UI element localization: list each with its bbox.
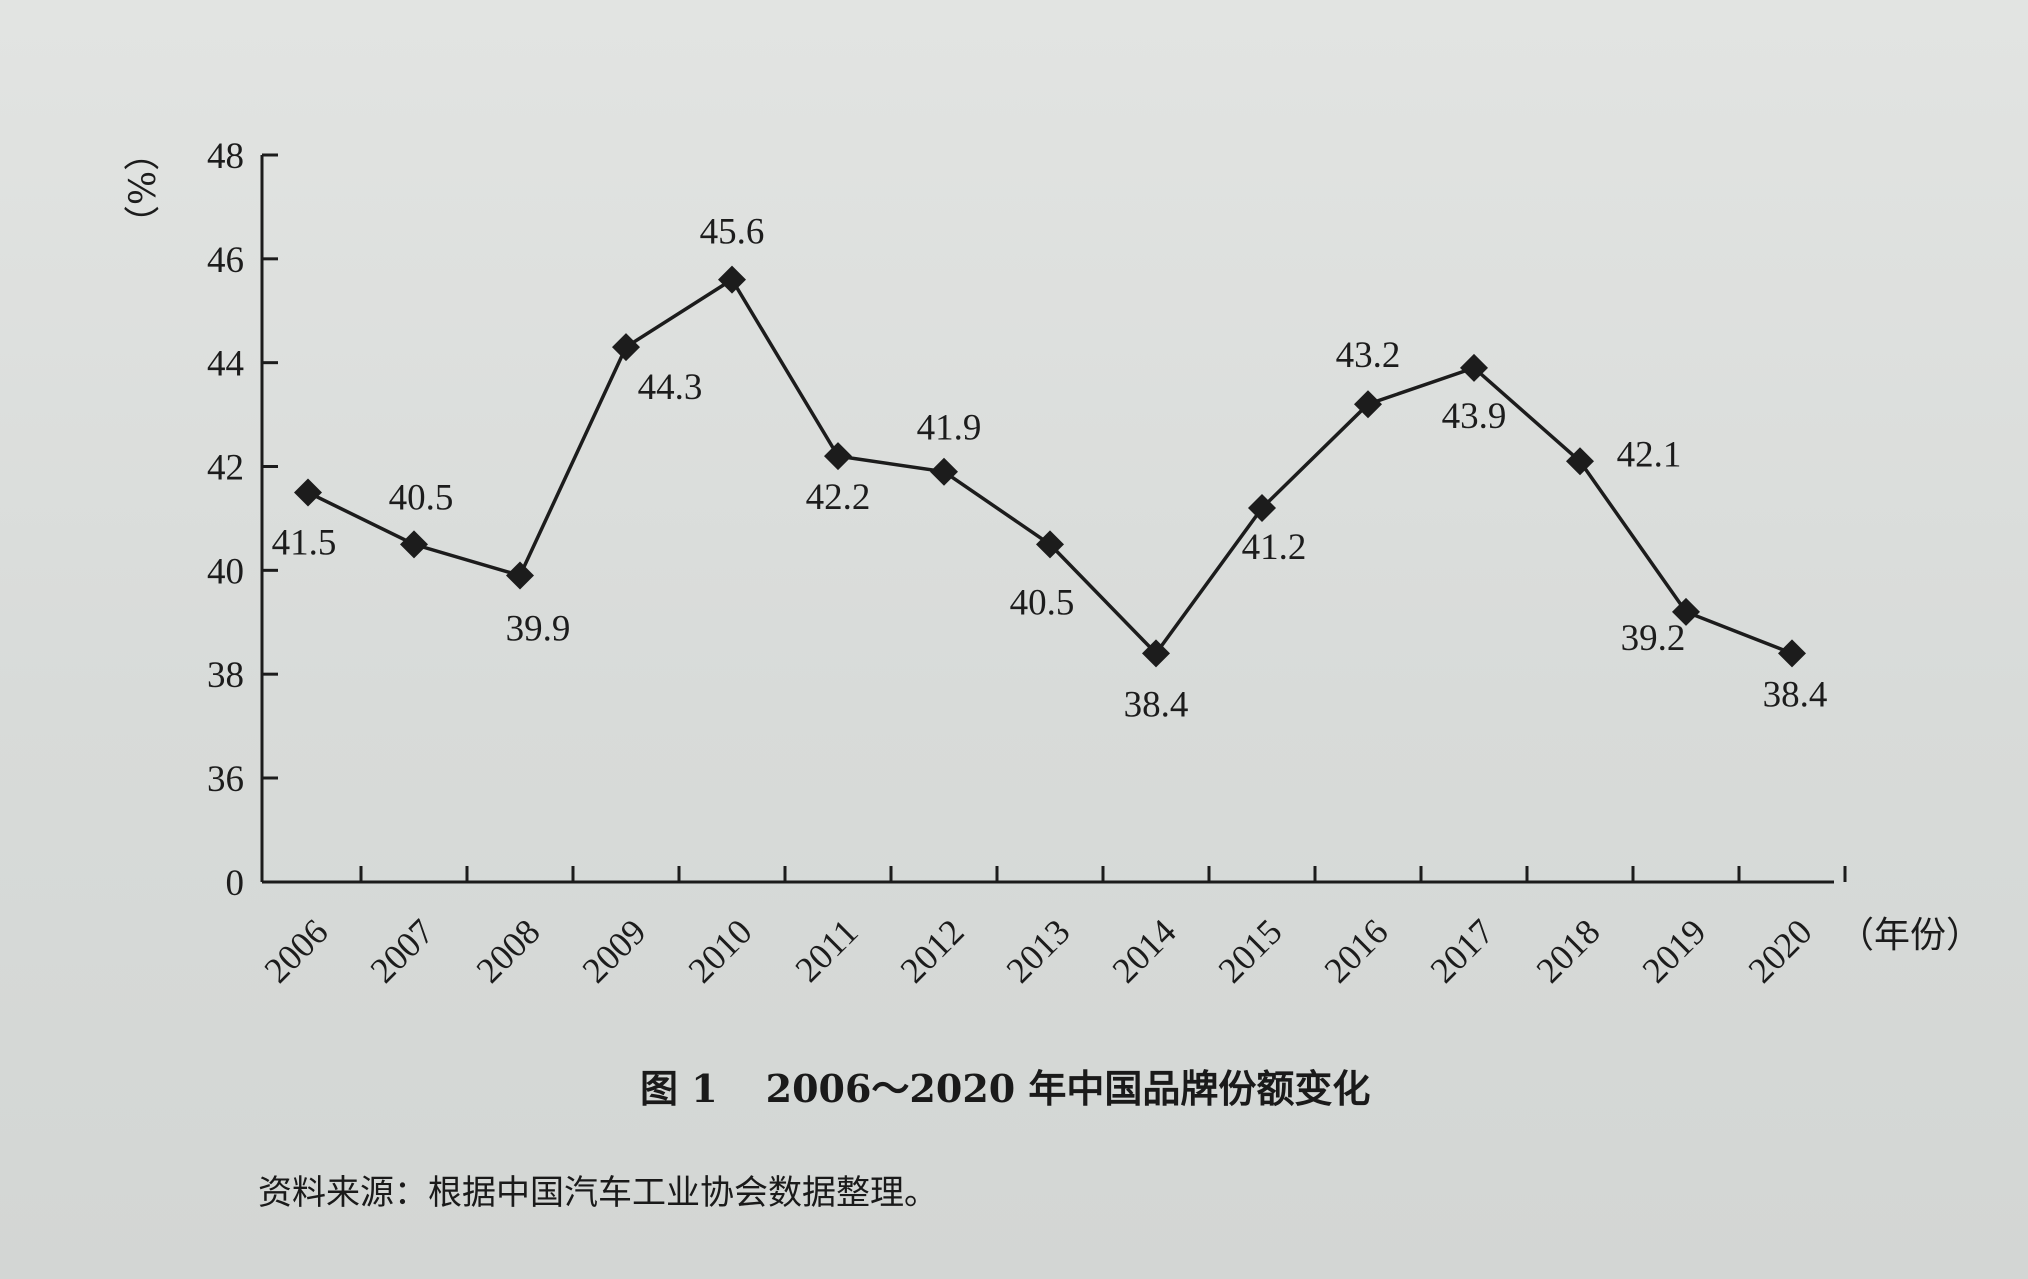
x-tick-label: 2015 [1210, 911, 1289, 990]
data-point-marker [1460, 353, 1488, 382]
x-tick-label: 2006 [256, 911, 335, 990]
x-tick-label: 2007 [362, 911, 441, 990]
x-tick-label: 2011 [787, 911, 865, 989]
markers-group [294, 265, 1806, 668]
y-axis-unit-label: （%） [119, 135, 160, 241]
data-label: 44.3 [638, 367, 703, 408]
data-label: 45.6 [700, 212, 765, 253]
data-point-marker [294, 478, 322, 507]
data-point-marker [930, 457, 958, 486]
data-label: 39.9 [506, 609, 571, 650]
y-tick-label: 44 [207, 344, 244, 385]
y-tick-label: 48 [207, 136, 244, 177]
chart-axes [260, 155, 1834, 884]
data-point-marker [824, 442, 852, 471]
data-label: 39.2 [1621, 618, 1686, 659]
figure-title: 2006～2020 年中国品牌份额变化 [765, 1066, 1371, 1111]
data-point-marker [1036, 530, 1064, 559]
data-point-marker [506, 561, 534, 590]
data-label: 43.9 [1442, 396, 1507, 437]
x-axis-unit-label: （年份） [1838, 915, 1982, 956]
y-tick-label: 36 [207, 759, 244, 800]
data-point-marker [1566, 447, 1594, 476]
data-label: 41.5 [272, 522, 337, 563]
data-point-marker [1672, 597, 1700, 626]
x-tick-label: 2008 [468, 911, 547, 990]
x-tick-label: 2020 [1740, 911, 1819, 990]
data-label: 38.4 [1763, 674, 1828, 715]
data-label: 41.9 [917, 408, 982, 449]
x-tick-label: 2019 [1634, 911, 1713, 990]
x-tick-label: 2017 [1422, 911, 1501, 990]
data-point-marker [1778, 639, 1806, 668]
data-point-marker [1354, 390, 1382, 419]
data-label: 43.2 [1336, 335, 1401, 376]
y-tick-label: 42 [207, 448, 244, 489]
figure-number: 图 1 [640, 1066, 718, 1111]
x-tick-label: 2009 [574, 911, 653, 990]
x-tick-label: 2010 [680, 911, 759, 990]
data-label: 38.4 [1124, 684, 1189, 725]
y-axis-ticks: 0 36 38 40 42 44 46 48 [207, 136, 278, 904]
data-point-marker [400, 530, 428, 559]
data-label: 40.5 [1010, 582, 1075, 623]
x-tick-label: 2014 [1104, 911, 1183, 990]
data-label: 42.2 [806, 477, 871, 518]
data-label: 41.2 [1242, 527, 1307, 568]
data-point-marker [1248, 494, 1276, 523]
x-tick-label: 2018 [1528, 911, 1607, 990]
source-note: 资料来源：根据中国汽车工业协会数据整理。 [258, 1173, 938, 1213]
x-axis-ticks: 2006 2007 2008 2009 2010 2011 2012 2013 2014 2015… [256, 866, 1847, 991]
y-tick-label: 38 [207, 655, 244, 696]
y-tick-label: 0 [226, 863, 245, 904]
figure-caption: 图 1 2006～2020 年中国品牌份额变化 [640, 1058, 1370, 1113]
data-label: 40.5 [389, 477, 454, 518]
data-point-marker [718, 265, 746, 294]
data-labels-group: 41.5 40.5 39.9 44.3 45.6 42.2 41.9 40.5 38.4 41.2… [272, 212, 1828, 726]
data-point-marker [1142, 639, 1170, 668]
x-tick-label: 2013 [998, 911, 1077, 990]
y-tick-label: 40 [207, 551, 244, 592]
x-tick-label: 2016 [1316, 911, 1395, 990]
data-point-marker [612, 333, 640, 362]
y-tick-label: 46 [207, 240, 244, 281]
data-label: 42.1 [1617, 434, 1682, 475]
x-tick-label: 2012 [892, 911, 971, 990]
